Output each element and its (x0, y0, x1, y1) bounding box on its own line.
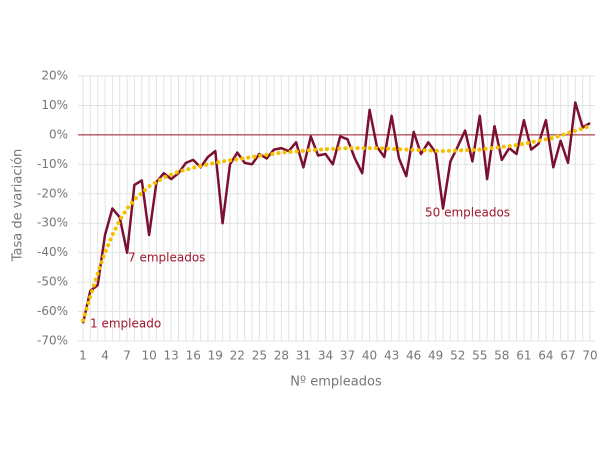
x-tick-label: 40 (362, 349, 377, 363)
x-tick-label: 25 (252, 349, 267, 363)
x-tick-label: 7 (123, 349, 131, 363)
x-tick-label: 46 (406, 349, 421, 363)
annotation: 7 empleados (128, 251, 205, 265)
x-tick-label: 13 (164, 349, 179, 363)
x-tick-label: 1 (79, 349, 87, 363)
y-tick-label: -70% (37, 334, 68, 348)
x-tick-label: 43 (384, 349, 399, 363)
y-tick-label: -10% (37, 157, 68, 171)
x-tick-label: 16 (186, 349, 201, 363)
annotation: 50 empleados (425, 206, 510, 220)
x-tick-label: 37 (340, 349, 355, 363)
annotation: 1 empleado (90, 317, 161, 331)
y-tick-label: -40% (37, 245, 68, 259)
x-tick-label: 64 (538, 349, 553, 363)
y-tick-label: -60% (37, 304, 68, 318)
x-tick-label: 52 (450, 349, 465, 363)
x-tick-label: 49 (428, 349, 443, 363)
x-axis-label: Nº empleados (290, 375, 382, 390)
y-tick-label: 0% (49, 127, 68, 141)
x-tick-label: 10 (141, 349, 156, 363)
x-tick-label: 55 (472, 349, 487, 363)
y-tick-label: -30% (37, 216, 68, 230)
y-axis-label: Tasa de variación (11, 149, 26, 263)
x-tick-label: 22 (230, 349, 245, 363)
x-tick-label: 28 (274, 349, 289, 363)
x-tick-label: 58 (494, 349, 509, 363)
y-tick-label: -20% (37, 186, 68, 200)
y-tick-label: 10% (41, 98, 68, 112)
series-line (81, 101, 591, 324)
y-tick-label: -50% (37, 275, 68, 289)
x-tick-label: 67 (560, 349, 575, 363)
x-tick-label: 4 (101, 349, 109, 363)
x-tick-label: 34 (318, 349, 333, 363)
x-tick-label: 19 (208, 349, 223, 363)
trend-line (81, 124, 592, 323)
x-tick-label: 70 (582, 349, 597, 363)
x-tick-label: 61 (516, 349, 531, 363)
x-tick-label: 31 (296, 349, 311, 363)
y-tick-label: 20% (41, 69, 68, 83)
